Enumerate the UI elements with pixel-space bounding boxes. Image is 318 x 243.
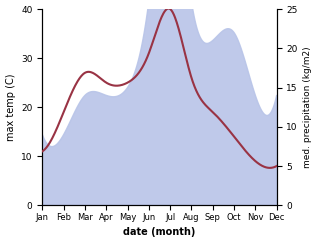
X-axis label: date (month): date (month) bbox=[123, 227, 196, 237]
Y-axis label: max temp (C): max temp (C) bbox=[5, 73, 16, 141]
Y-axis label: med. precipitation (kg/m2): med. precipitation (kg/m2) bbox=[303, 46, 313, 168]
